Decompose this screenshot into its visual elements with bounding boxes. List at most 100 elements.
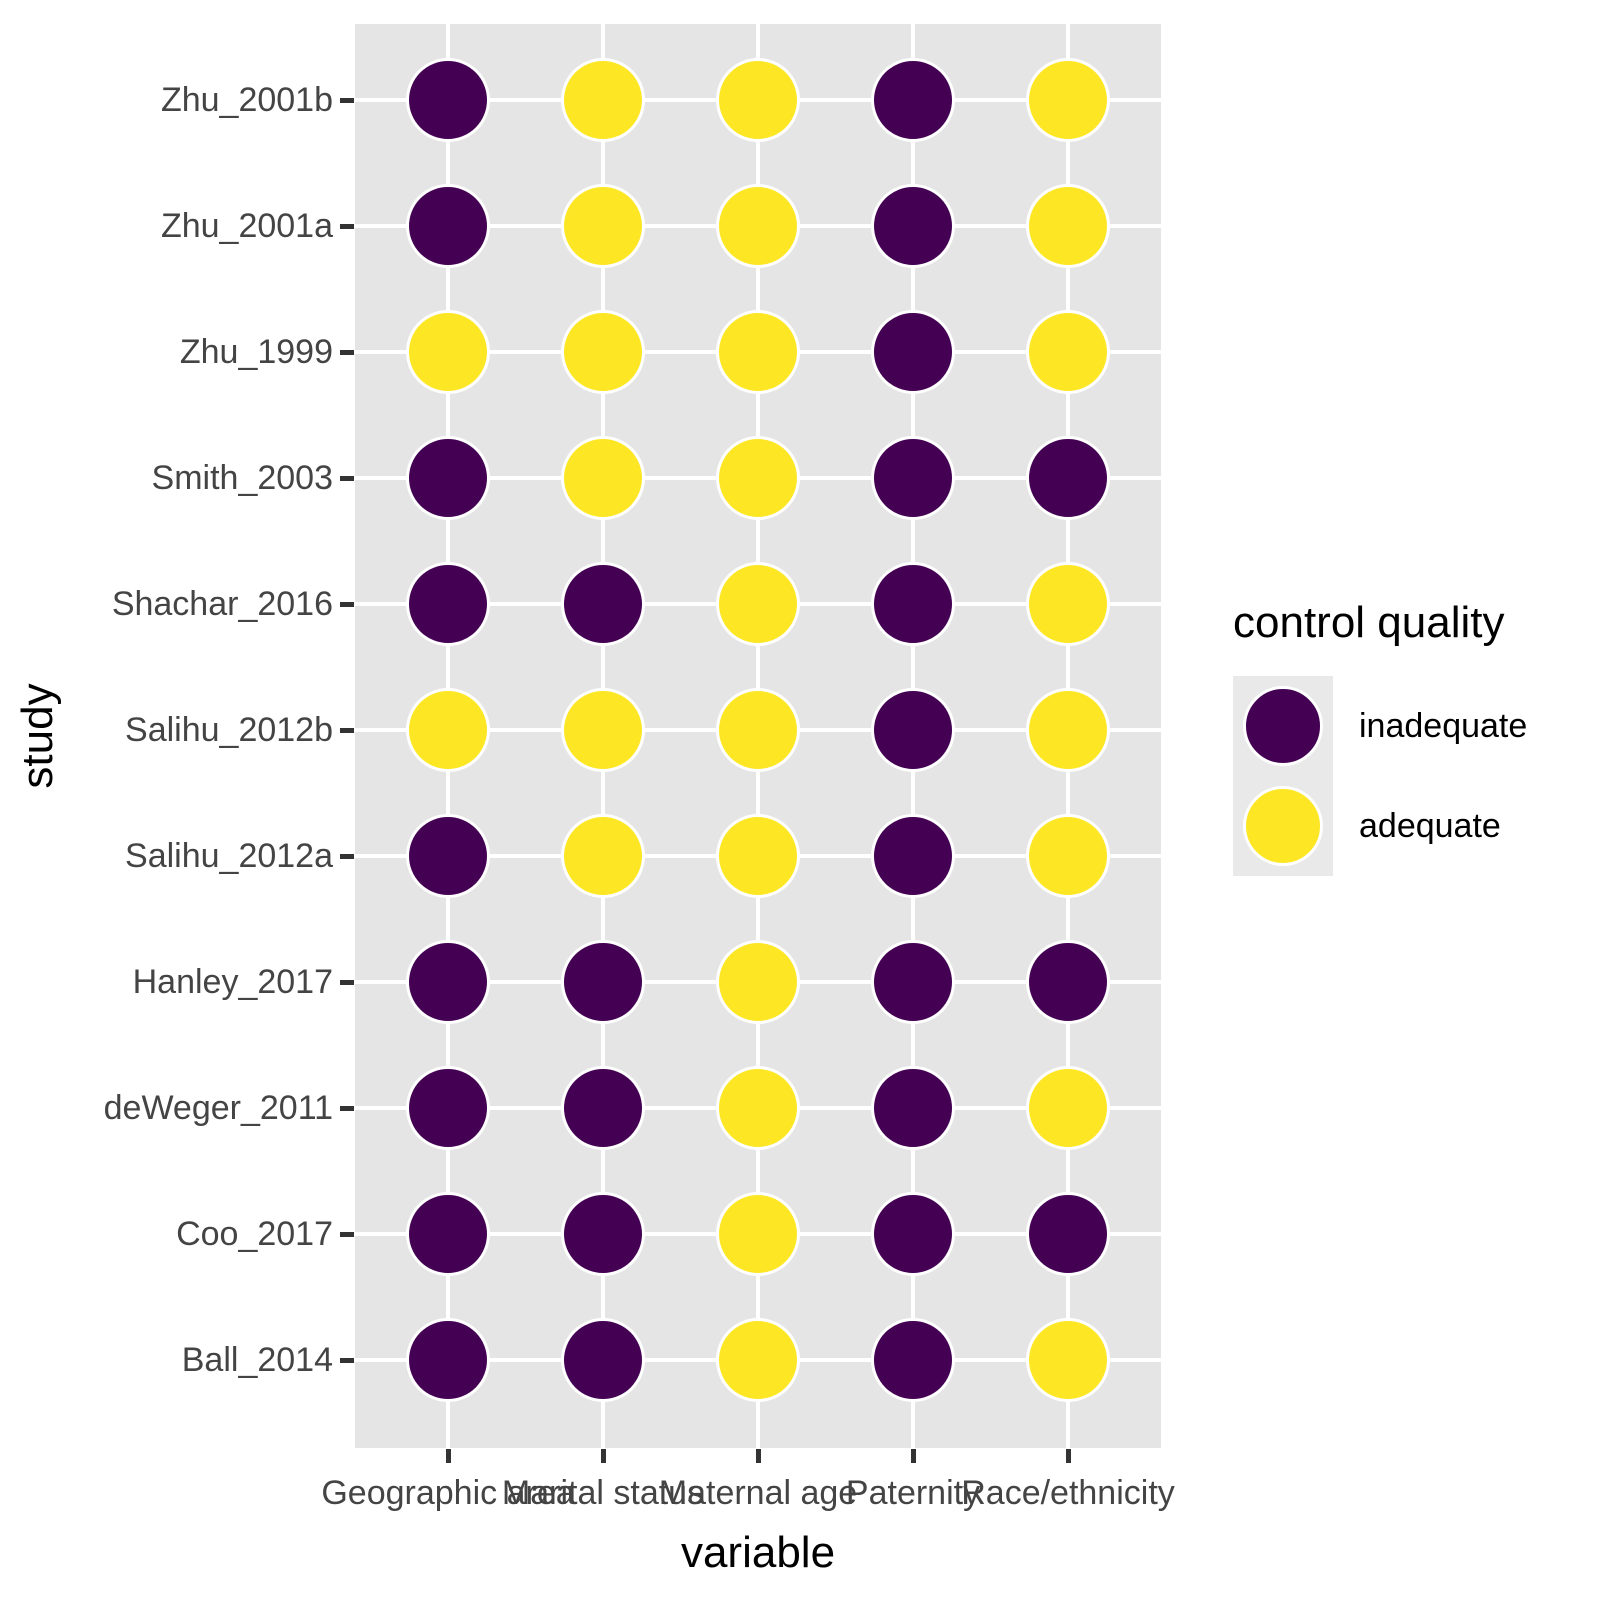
- dot-Smith_2003-race-ethnicity: [1026, 436, 1110, 520]
- dot-Hanley_2017-race-ethnicity: [1026, 940, 1110, 1024]
- dot-Zhu_1999-race-ethnicity: [1026, 310, 1110, 394]
- x-axis-title: variable: [680, 1528, 836, 1577]
- y-tick-label-Zhu_2001a: Zhu_2001a: [160, 207, 333, 245]
- dot-Shachar_2016-geographic-area: [406, 562, 490, 646]
- legend-entry-adequate: adequate: [1233, 776, 1527, 876]
- dot-Zhu_2001a-geographic-area: [406, 184, 490, 268]
- y-tick-label-Zhu_2001b: Zhu_2001b: [160, 81, 333, 119]
- dot-deWeger_2011-maternal-age: [716, 1066, 800, 1150]
- dot-Salihu_2012b-geographic-area: [406, 688, 490, 772]
- dot-Shachar_2016-race-ethnicity: [1026, 562, 1110, 646]
- dot-deWeger_2011-geographic-area: [406, 1066, 490, 1150]
- dot-deWeger_2011-marital-status: [561, 1066, 645, 1150]
- legend-label-adequate: adequate: [1359, 806, 1501, 845]
- x-tick-label-race-ethnicity: Race/ethnicity: [961, 1474, 1175, 1512]
- x-tick-mark: [1066, 1449, 1071, 1463]
- dot-Smith_2003-maternal-age: [716, 436, 800, 520]
- dot-Salihu_2012a-geographic-area: [406, 814, 490, 898]
- y-tick-mark: [340, 1232, 354, 1237]
- dot-Smith_2003-geographic-area: [406, 436, 490, 520]
- dot-Hanley_2017-geographic-area: [406, 940, 490, 1024]
- x-tick-label-marital-status: Marital status: [501, 1474, 705, 1512]
- dot-Hanley_2017-paternity: [871, 940, 955, 1024]
- dot-Zhu_2001b-paternity: [871, 58, 955, 142]
- dot-Coo_2017-marital-status: [561, 1192, 645, 1276]
- x-tick-mark: [756, 1449, 761, 1463]
- dot-Zhu_2001b-geographic-area: [406, 58, 490, 142]
- dot-Hanley_2017-maternal-age: [716, 940, 800, 1024]
- dot-Salihu_2012b-maternal-age: [716, 688, 800, 772]
- dot-Smith_2003-paternity: [871, 436, 955, 520]
- y-tick-mark: [340, 980, 354, 985]
- dot-Ball_2014-race-ethnicity: [1026, 1318, 1110, 1402]
- dot-Salihu_2012a-race-ethnicity: [1026, 814, 1110, 898]
- x-tick-label-maternal-age: Maternal age: [658, 1474, 858, 1512]
- y-tick-label-Smith_2003: Smith_2003: [151, 459, 333, 497]
- dot-Shachar_2016-marital-status: [561, 562, 645, 646]
- y-tick-label-Coo_2017: Coo_2017: [176, 1215, 333, 1253]
- dot-Salihu_2012b-race-ethnicity: [1026, 688, 1110, 772]
- dot-Zhu_1999-paternity: [871, 310, 955, 394]
- dot-Salihu_2012b-marital-status: [561, 688, 645, 772]
- x-tick-mark: [446, 1449, 451, 1463]
- x-tick-mark: [911, 1449, 916, 1463]
- dot-Shachar_2016-maternal-age: [716, 562, 800, 646]
- dot-Zhu_1999-maternal-age: [716, 310, 800, 394]
- dot-Zhu_1999-marital-status: [561, 310, 645, 394]
- y-tick-label-Salihu_2012b: Salihu_2012b: [125, 711, 333, 749]
- y-tick-mark: [340, 728, 354, 733]
- dot-Zhu_2001a-maternal-age: [716, 184, 800, 268]
- dot-Ball_2014-geographic-area: [406, 1318, 490, 1402]
- dot-Coo_2017-geographic-area: [406, 1192, 490, 1276]
- dot-Shachar_2016-paternity: [871, 562, 955, 646]
- x-tick-label-paternity: Paternity: [845, 1474, 981, 1512]
- dot-Zhu_2001b-race-ethnicity: [1026, 58, 1110, 142]
- dot-Salihu_2012a-paternity: [871, 814, 955, 898]
- dot-Zhu_2001a-marital-status: [561, 184, 645, 268]
- y-tick-mark: [340, 98, 354, 103]
- y-tick-label-Salihu_2012a: Salihu_2012a: [125, 837, 333, 875]
- y-axis-title: study: [13, 683, 62, 789]
- y-tick-mark: [340, 1106, 354, 1111]
- dot-Salihu_2012a-marital-status: [561, 814, 645, 898]
- adequate-swatch-icon: [1243, 786, 1323, 866]
- dot-Coo_2017-race-ethnicity: [1026, 1192, 1110, 1276]
- legend-title: control quality: [1233, 598, 1505, 647]
- legend-label-inadequate: inadequate: [1359, 706, 1528, 745]
- y-tick-mark: [340, 350, 354, 355]
- dot-Zhu_2001a-race-ethnicity: [1026, 184, 1110, 268]
- dot-Zhu_2001b-maternal-age: [716, 58, 800, 142]
- y-tick-label-Ball_2014: Ball_2014: [181, 1341, 333, 1379]
- plot-panel: [355, 24, 1161, 1448]
- dot-Salihu_2012a-maternal-age: [716, 814, 800, 898]
- y-tick-mark: [340, 224, 354, 229]
- y-tick-label-Hanley_2017: Hanley_2017: [132, 963, 333, 1001]
- dot-Zhu_2001a-paternity: [871, 184, 955, 268]
- legend-entry-inadequate: inadequate: [1233, 676, 1527, 776]
- dot-Ball_2014-maternal-age: [716, 1318, 800, 1402]
- dot-deWeger_2011-paternity: [871, 1066, 955, 1150]
- y-tick-label-deWeger_2011: deWeger_2011: [103, 1089, 333, 1127]
- y-tick-mark: [340, 854, 354, 859]
- dot-Coo_2017-maternal-age: [716, 1192, 800, 1276]
- y-tick-mark: [340, 1358, 354, 1363]
- dot-Zhu_2001b-marital-status: [561, 58, 645, 142]
- legend-key-box: [1233, 676, 1333, 776]
- dot-Ball_2014-paternity: [871, 1318, 955, 1402]
- y-tick-label-Shachar_2016: Shachar_2016: [111, 585, 333, 623]
- dot-Zhu_1999-geographic-area: [406, 310, 490, 394]
- dot-Hanley_2017-marital-status: [561, 940, 645, 1024]
- y-tick-mark: [340, 602, 354, 607]
- dot-Salihu_2012b-paternity: [871, 688, 955, 772]
- dot-Coo_2017-paternity: [871, 1192, 955, 1276]
- dot-Ball_2014-marital-status: [561, 1318, 645, 1402]
- x-tick-mark: [601, 1449, 606, 1463]
- y-tick-label-Zhu_1999: Zhu_1999: [179, 333, 333, 371]
- legend-key-box: [1233, 776, 1333, 876]
- inadequate-swatch-icon: [1243, 686, 1323, 766]
- dot-deWeger_2011-race-ethnicity: [1026, 1066, 1110, 1150]
- dot-Smith_2003-marital-status: [561, 436, 645, 520]
- x-tick-label-geographic-area: Geographic area: [321, 1474, 575, 1512]
- legend: control quality inadequate adequate: [1233, 598, 1527, 876]
